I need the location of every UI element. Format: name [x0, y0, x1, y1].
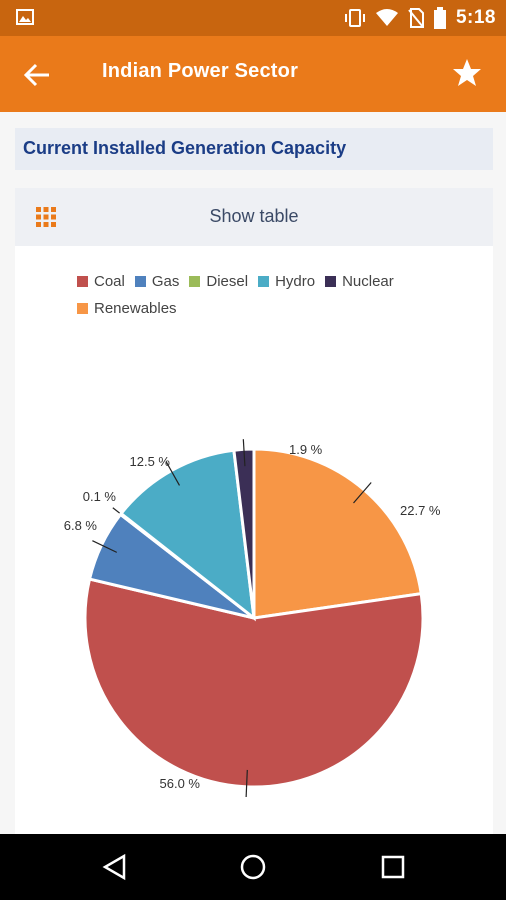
legend-label: Diesel [206, 273, 249, 290]
legend-item-diesel: Diesel [189, 273, 248, 290]
home-circle-icon[interactable] [238, 852, 268, 882]
page-title: Indian Power Sector [102, 60, 299, 82]
pie-slice-renewables[interactable] [252, 447, 423, 620]
status-time: 5:18 [455, 7, 496, 28]
vibrate-icon [344, 9, 365, 27]
data-label-hydro: 12.5 % [130, 454, 171, 469]
data-label-renewables: 22.7 % [400, 503, 441, 518]
legend-item-nuclear: Nuclear [325, 273, 394, 290]
section-header: Current Installed Generation Capacity [15, 128, 493, 170]
data-label-coal: 56.0 % [160, 776, 201, 791]
star-icon[interactable] [452, 58, 482, 88]
show-table-button[interactable]: Show table [15, 188, 493, 246]
show-table-label: Show table [209, 206, 299, 226]
legend-label: Hydro [275, 273, 316, 290]
status-bar: 5:18 [0, 0, 506, 36]
leader-line [92, 540, 118, 553]
leader-line [242, 439, 246, 467]
back-arrow-icon[interactable] [22, 60, 52, 90]
legend-item-hydro: Hydro [258, 273, 315, 290]
legend-label: Gas [151, 273, 180, 290]
main-content: Current Installed Generation Capacity Sh… [0, 112, 506, 834]
section-title: Current Installed Generation Capacity [23, 138, 347, 158]
status-icons: 5:18 [344, 0, 496, 36]
leader-line [353, 482, 372, 504]
wifi-icon [375, 9, 398, 26]
legend-swatch [77, 276, 88, 287]
grid-icon [36, 207, 56, 227]
data-label-gas: 6.8 % [64, 518, 98, 533]
data-label-nuclear: 1.9 % [289, 442, 323, 457]
app-bar: Indian Power Sector [0, 36, 506, 112]
leader-line [165, 461, 180, 486]
legend-item-renewables: Renewables [77, 300, 177, 317]
no-sim-icon [408, 8, 424, 28]
chart-legend: Coal Gas Diesel Hydro Nuclear Renewables [77, 268, 437, 322]
legend-swatch [134, 276, 146, 287]
chart-card: Show table Coal Gas Diesel Hydro Nuclear Ren… [15, 188, 493, 834]
legend-swatch [325, 276, 337, 287]
battery-icon [433, 7, 446, 29]
legend-item-gas: Gas [134, 273, 180, 290]
back-triangle-icon[interactable] [100, 852, 130, 882]
legend-swatch [189, 276, 201, 287]
image-icon [16, 9, 34, 25]
pie-chart: 22.7 % 56.0 % 6.8 % 0.1 % 12.5 % 1.9 % [64, 439, 441, 797]
data-label-diesel: 0.1 % [83, 489, 117, 504]
navigation-bar [0, 834, 506, 900]
legend-label: Renewables [94, 300, 177, 317]
legend-swatch [258, 276, 270, 287]
legend-label: Nuclear [342, 273, 394, 290]
legend-item-coal: Coal [77, 273, 125, 290]
legend-label: Coal [94, 273, 125, 290]
leader-line [245, 769, 248, 797]
recents-square-icon[interactable] [378, 852, 408, 882]
legend-swatch [77, 303, 88, 314]
